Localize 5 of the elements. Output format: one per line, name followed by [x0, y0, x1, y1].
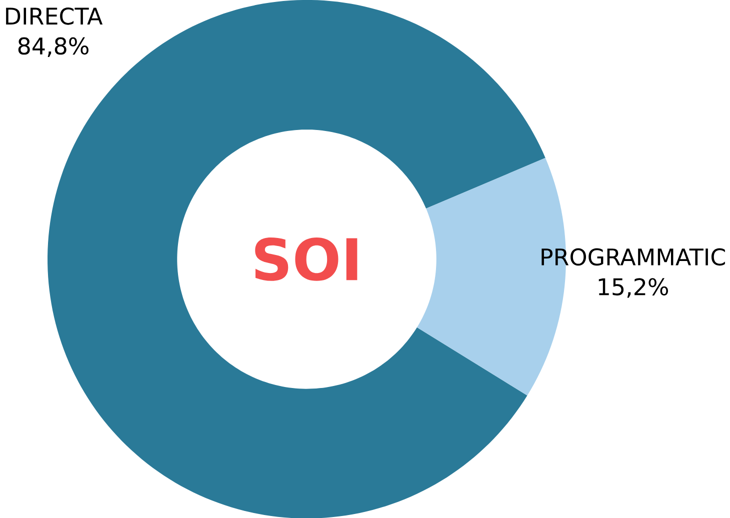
data-label: 15,2% — [598, 278, 668, 298]
slice-label: DIRECTA — [6, 7, 103, 25]
slice-label: PROGRAMMATIC — [542, 248, 725, 266]
data-label: 84,8% — [18, 37, 88, 57]
text: SOI — [255, 237, 358, 281]
